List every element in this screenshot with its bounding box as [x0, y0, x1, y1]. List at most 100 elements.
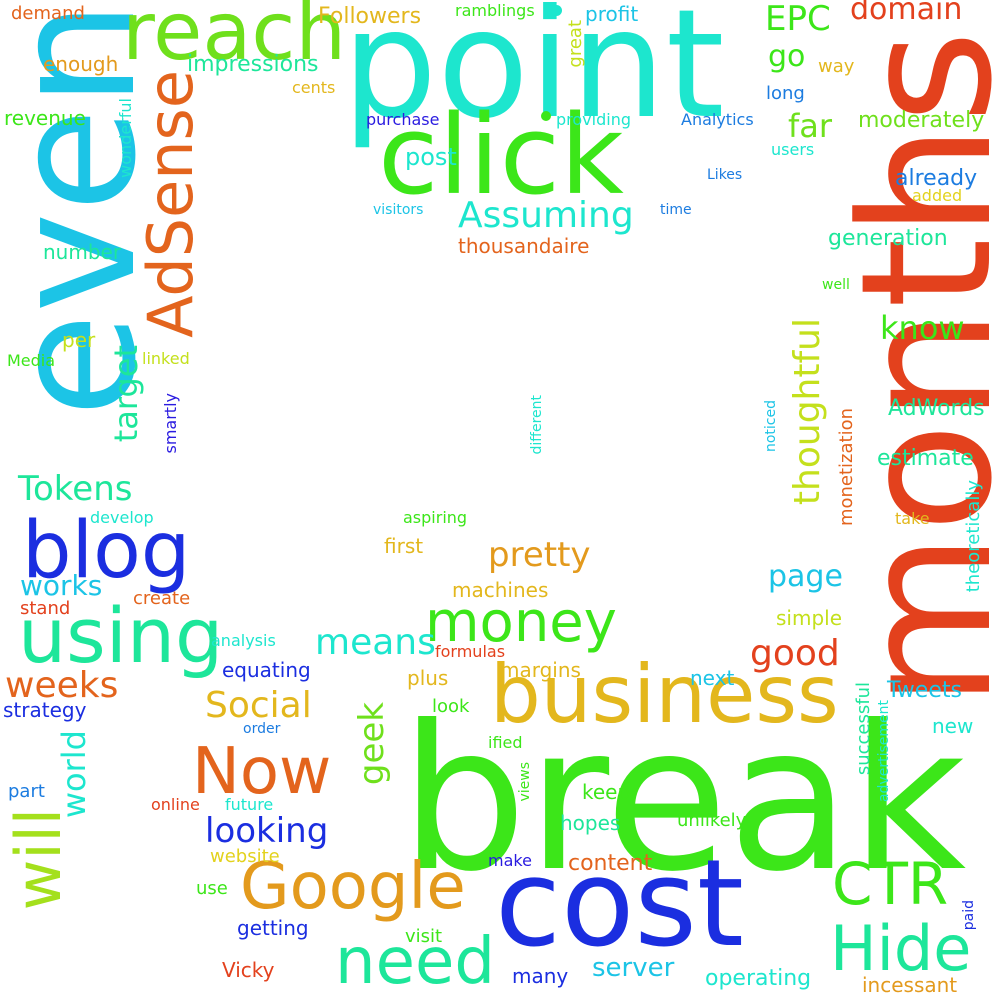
word-weeks: weeks — [5, 665, 119, 706]
word-way: way — [818, 56, 855, 77]
word-future: future — [225, 795, 274, 814]
word-monetization: monetization — [836, 408, 857, 527]
word-develop: develop — [90, 508, 154, 527]
word-visit: visit — [405, 926, 443, 947]
word-analysis: analysis — [211, 631, 276, 650]
word-geek: geek — [352, 702, 392, 786]
word-world: world — [55, 730, 93, 819]
word-now: Now — [192, 735, 332, 809]
word-means: means — [315, 622, 436, 663]
word-purchase: purchase — [366, 110, 440, 129]
word-take: take — [895, 509, 930, 528]
word-number: number — [43, 240, 122, 264]
word-tokens: Tokens — [18, 469, 133, 509]
word-demand: demand — [11, 3, 85, 24]
word-cost: cost — [495, 835, 744, 974]
word-ified: ified — [488, 733, 523, 752]
word-already: already — [895, 166, 978, 191]
word-target: target — [107, 345, 145, 443]
word-users: users — [771, 140, 815, 159]
word-content: content — [568, 851, 653, 876]
word-followers: Followers — [318, 4, 422, 29]
word-long: long — [766, 83, 805, 104]
word-create: create — [133, 588, 191, 609]
cyan-dot-top — [551, 5, 562, 16]
word-make: make — [488, 851, 532, 870]
word-equating: equating — [222, 658, 311, 682]
word-margins: margins — [500, 658, 581, 682]
word-ctr: CTR — [832, 850, 949, 918]
word-smartly: smartly — [161, 393, 180, 454]
word-reach: reach — [122, 0, 347, 78]
word-added: added — [912, 186, 963, 205]
word-linked: linked — [142, 349, 190, 368]
green-dot-top — [541, 111, 551, 121]
word-moderately: moderately — [858, 108, 985, 133]
word-strategy: strategy — [3, 698, 87, 722]
word-profit: profit — [585, 2, 639, 26]
word-order: order — [243, 721, 281, 737]
word-incessant: incessant — [862, 973, 958, 997]
word-looking: looking — [205, 811, 329, 851]
word-break: break — [400, 683, 967, 916]
word-server: server — [592, 953, 675, 983]
word-point: point — [342, 0, 725, 152]
word-hopes: hopes — [560, 811, 621, 835]
word-first: first — [384, 534, 424, 558]
word-unlikely: unlikely — [677, 810, 747, 831]
word-cents: cents — [292, 78, 336, 97]
word-stand: stand — [20, 598, 71, 619]
word-getting: getting — [237, 916, 309, 940]
word-ramblings: ramblings — [455, 1, 535, 20]
word-need: need — [335, 925, 495, 999]
word-social: Social — [205, 685, 312, 726]
word-well: well — [822, 277, 850, 293]
word-look: look — [432, 696, 470, 717]
word-adsense: AdSense — [134, 70, 207, 338]
word-know: know — [880, 309, 965, 347]
word-page: page — [768, 559, 843, 594]
word-impressions: impressions — [187, 52, 319, 77]
word-successful: successful — [853, 682, 874, 776]
word-many: many — [512, 964, 569, 988]
word-next: next — [690, 666, 735, 690]
word-pretty: pretty — [488, 535, 591, 575]
word-noticed: noticed — [763, 400, 779, 453]
word-advertisement: advertisement — [876, 700, 892, 803]
word-post: post — [405, 143, 457, 171]
word-vicky: Vicky — [222, 958, 275, 982]
word-click: click — [378, 91, 624, 219]
word-thoughtful: thoughtful — [787, 318, 828, 506]
word-operating: operating — [705, 966, 812, 991]
word-simple: simple — [776, 606, 843, 630]
word-google: Google — [240, 850, 466, 924]
word-views: views — [517, 762, 533, 802]
word-epc: EPC — [765, 0, 831, 39]
word-thousandaire: thousandaire — [458, 234, 590, 258]
word-go: go — [768, 39, 806, 74]
word-adwords: AdWords — [888, 396, 985, 421]
word-visitors: visitors — [373, 202, 424, 218]
word-website: website — [210, 846, 280, 867]
word-aspiring: aspiring — [403, 508, 468, 527]
word-revenue: revenue — [4, 106, 86, 130]
word-money: money — [425, 590, 617, 655]
word-likes: Likes — [707, 167, 743, 183]
word-domain: domain — [850, 0, 963, 27]
word-online: online — [151, 795, 200, 814]
word-different: different — [529, 395, 545, 455]
word-time: time — [660, 202, 692, 218]
word-hide: Hide — [830, 912, 972, 985]
word-tweets: Tweets — [887, 678, 962, 703]
word-formulas: formulas — [435, 642, 506, 661]
word-estimate: estimate — [877, 446, 974, 471]
word-will: will — [2, 808, 75, 911]
word-blog: blog — [22, 506, 191, 596]
word-enough: enough — [43, 52, 119, 76]
word-good: good — [750, 633, 840, 674]
word-machines: machines — [452, 578, 549, 602]
word-analytics: Analytics — [681, 110, 754, 129]
word-providing: providing — [556, 110, 631, 129]
word-per: per — [62, 328, 96, 352]
word-far: far — [788, 107, 833, 145]
